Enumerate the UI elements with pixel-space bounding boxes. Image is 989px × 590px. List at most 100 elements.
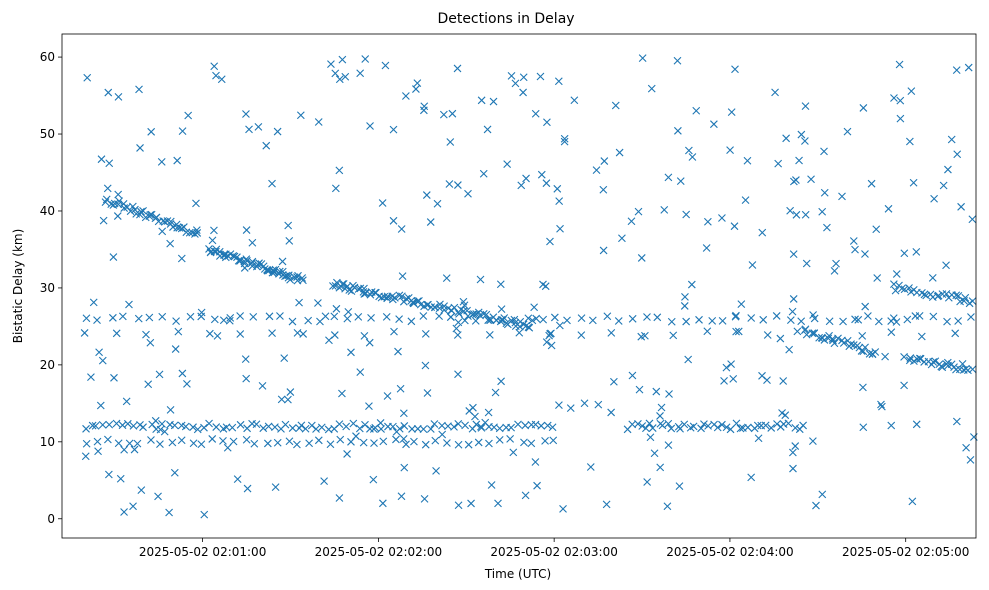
data-point [638, 422, 647, 430]
data-point [314, 118, 323, 126]
data-point [114, 92, 123, 101]
data-point [908, 497, 917, 506]
data-point [802, 259, 811, 268]
data-point [896, 96, 905, 105]
data-point [354, 313, 363, 321]
data-point [684, 355, 693, 364]
data-point [454, 419, 463, 428]
data-point [410, 437, 418, 446]
data-point [743, 423, 752, 432]
data-point [168, 438, 177, 447]
data-point [145, 313, 154, 322]
data-point [785, 345, 794, 354]
data-point [288, 317, 297, 326]
data-point [298, 274, 307, 282]
data-point [93, 437, 102, 446]
data-point [460, 301, 469, 310]
data-point [788, 448, 797, 457]
data-point [247, 259, 256, 268]
data-point [697, 424, 705, 433]
data-point [851, 315, 859, 324]
data-point [390, 327, 398, 336]
data-point [477, 96, 486, 105]
data-point [142, 330, 150, 339]
data-point [495, 435, 504, 444]
data-point [460, 316, 469, 325]
data-point [628, 314, 637, 323]
data-point [859, 104, 868, 112]
data-point [268, 329, 276, 338]
data-point [398, 292, 406, 301]
data-point [139, 423, 147, 432]
data-point [867, 179, 876, 188]
data-point [718, 420, 726, 429]
data-point [931, 357, 940, 366]
data-point [392, 435, 400, 444]
data-point [553, 184, 562, 193]
data-point [402, 294, 411, 303]
data-point [439, 110, 448, 119]
data-point [331, 184, 340, 193]
data-point [281, 420, 290, 429]
data-point [461, 421, 470, 430]
data-point [812, 501, 820, 510]
data-point [507, 316, 516, 325]
data-point [536, 72, 545, 81]
data-point [665, 390, 673, 398]
data-point [861, 343, 869, 352]
data-point [874, 317, 883, 326]
data-point [767, 424, 776, 432]
data-point [968, 215, 977, 224]
data-point [607, 328, 616, 337]
data-point [395, 315, 404, 324]
data-point [527, 439, 536, 448]
data-point [130, 445, 139, 454]
data-point [398, 272, 407, 280]
data-point [730, 222, 739, 231]
data-point [647, 84, 656, 93]
data-point [607, 408, 616, 417]
data-point [799, 421, 807, 430]
data-point [248, 238, 257, 247]
data-point [543, 421, 552, 430]
data-point [312, 425, 320, 433]
chart-title: Detections in Delay [437, 11, 574, 27]
data-point [594, 400, 603, 409]
data-point [731, 312, 740, 321]
data-point [219, 316, 228, 325]
data-point [320, 477, 329, 486]
data-point [664, 173, 673, 182]
data-point [732, 327, 740, 336]
y-tick-label: 0 [47, 512, 55, 526]
data-point [397, 225, 406, 233]
data-point [210, 315, 219, 324]
data-point [784, 419, 793, 428]
y-tick-label: 60 [40, 50, 55, 64]
data-point [110, 373, 118, 382]
data-point [409, 299, 418, 307]
data-point [265, 312, 274, 321]
data-point [517, 181, 526, 190]
data-point [394, 347, 402, 356]
data-point [189, 439, 198, 448]
data-point [431, 436, 440, 445]
data-point [432, 467, 440, 475]
data-point [252, 420, 261, 429]
data-point [352, 432, 360, 441]
data-point [172, 317, 180, 326]
data-point [205, 329, 214, 338]
data-point [911, 312, 920, 320]
data-point [637, 332, 646, 341]
data-point [269, 266, 278, 274]
data-point [420, 494, 429, 503]
data-point [650, 449, 659, 458]
data-point [530, 303, 539, 312]
data-point [158, 312, 167, 321]
data-point [516, 317, 525, 326]
data-point [754, 434, 763, 443]
data-point [718, 214, 726, 222]
data-point [506, 434, 515, 443]
data-point [88, 421, 97, 430]
data-point [474, 438, 483, 447]
data-point [392, 427, 401, 436]
